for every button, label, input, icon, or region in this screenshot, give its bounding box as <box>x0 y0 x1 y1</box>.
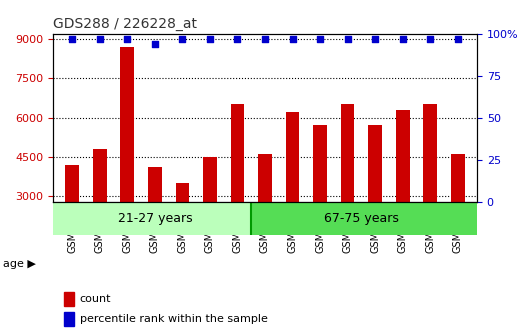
Point <box>343 36 352 41</box>
Bar <box>368 125 382 275</box>
Point <box>68 36 76 41</box>
Bar <box>451 154 465 275</box>
Bar <box>203 157 217 275</box>
Bar <box>231 104 244 275</box>
Bar <box>423 104 437 275</box>
Text: percentile rank within the sample: percentile rank within the sample <box>80 314 267 324</box>
Text: count: count <box>80 294 111 304</box>
Point <box>261 36 269 41</box>
Bar <box>65 165 79 275</box>
Point <box>206 36 214 41</box>
Bar <box>120 47 134 275</box>
Point <box>454 36 462 41</box>
Point <box>233 36 242 41</box>
Bar <box>258 154 272 275</box>
Bar <box>313 125 327 275</box>
Point <box>316 36 324 41</box>
Point <box>151 41 159 46</box>
Text: 21-27 years: 21-27 years <box>118 212 192 225</box>
Point <box>288 36 297 41</box>
Text: age ▶: age ▶ <box>3 259 36 269</box>
Bar <box>93 149 107 275</box>
Point <box>95 36 104 41</box>
Bar <box>175 183 189 275</box>
Point <box>178 36 187 41</box>
Text: GDS288 / 226228_at: GDS288 / 226228_at <box>53 17 197 31</box>
Point <box>399 36 407 41</box>
Point <box>426 36 435 41</box>
Bar <box>286 112 299 275</box>
Bar <box>396 110 410 275</box>
Bar <box>251 202 477 235</box>
Bar <box>148 167 162 275</box>
Point <box>371 36 379 41</box>
Bar <box>341 104 355 275</box>
Text: 67-75 years: 67-75 years <box>324 212 399 225</box>
Point <box>123 36 131 41</box>
